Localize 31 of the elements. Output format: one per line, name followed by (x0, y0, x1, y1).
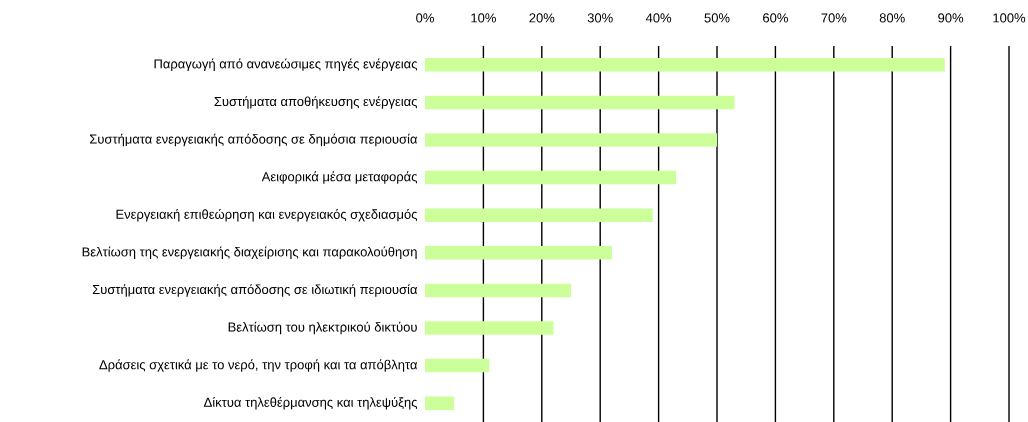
x-tick-label: 30% (587, 13, 613, 23)
x-tick-label: 50% (704, 13, 730, 23)
bar (425, 321, 554, 335)
x-tick-label: 90% (938, 13, 964, 23)
x-tick-label: 10% (471, 13, 496, 23)
y-tick-label: Βελτίωση της ενεργειακής διαχείρισης και παρακολούθηση (82, 246, 417, 260)
y-tick-label: Παραγωγή από ανανεώσιμες πηγές ενέργειας (154, 58, 418, 72)
y-tick-label: Συστήματα αποθήκευσης ενέργειας (214, 96, 418, 109)
y-tick-label: Συστήματα ενεργειακής απόδοσης σε ιδιωτική περιουσία (92, 284, 418, 297)
x-tick-label: 20% (529, 13, 555, 23)
y-tick-label: Αειφορικά μέσα μεταφοράς (261, 171, 418, 184)
bar (425, 58, 945, 72)
x-tick-label: 70% (821, 13, 847, 23)
bar (425, 170, 677, 185)
bar (425, 358, 490, 373)
x-tick-label: 80% (879, 13, 905, 23)
x-tick-label: 0% (416, 13, 434, 23)
y-tick-label: Ενεργειακή επιθεώρηση και ενεργειακός σχεδιασμός (116, 208, 418, 222)
y-tick-label: Συστήματα ενεργειακής απόδοσης σε δημόσια περιουσία (89, 133, 418, 147)
bar (425, 396, 455, 410)
bar (425, 283, 571, 298)
bar (425, 208, 653, 222)
y-tick-label: Δράσεις σχετικά με το νερό, την τροφή και τα απόβλητα (99, 359, 418, 372)
y-tick-label: Βελτίωση του ηλεκτρικού δικτύου (228, 321, 417, 335)
x-tick-label: 40% (645, 13, 672, 23)
x-tick-label: 100% (993, 13, 1026, 23)
x-tick-label: 60% (763, 13, 788, 23)
bar (425, 246, 612, 260)
y-tick-label: Δίκτυα τηλεθέρμανσης και τηλεψύξης (204, 396, 418, 410)
bar (425, 95, 735, 110)
bar (425, 133, 717, 147)
